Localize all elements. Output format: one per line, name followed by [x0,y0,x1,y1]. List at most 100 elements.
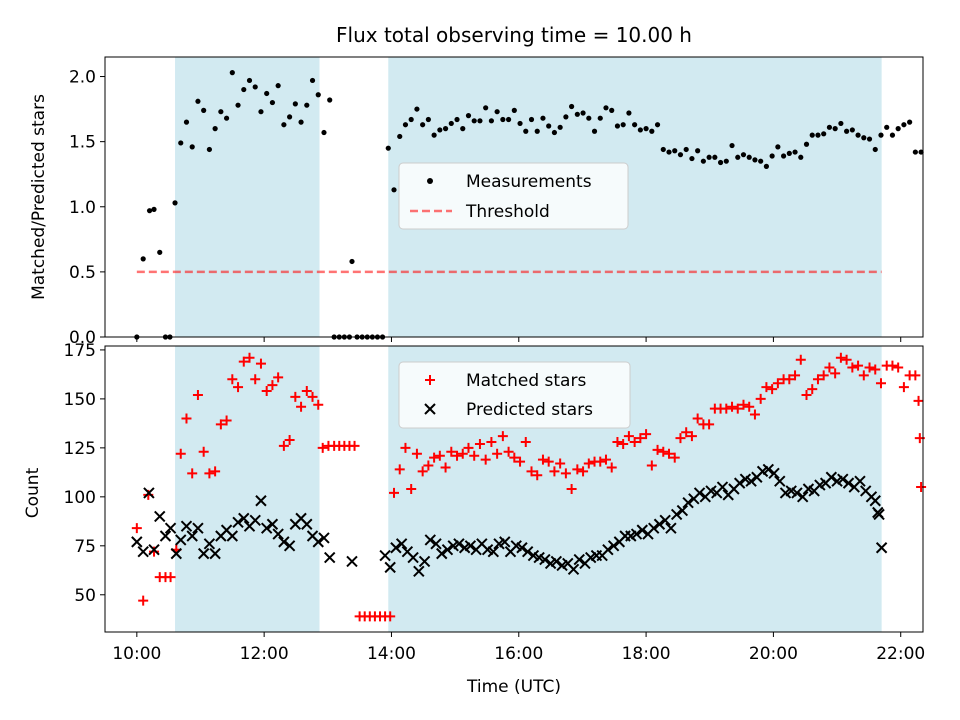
matched-star-point [492,448,503,459]
y-tick-label: 0.0 [69,328,96,348]
x-tick-label: 10:00 [112,644,161,664]
y-tick-label: 0.5 [69,263,96,283]
measurement-point [866,136,873,142]
y-tick-label: 150 [64,390,96,410]
predicted-star-point [180,520,193,532]
matched-star-point [658,446,669,457]
chart-title: Flux total observing time = 10.00 h [336,23,692,47]
predicted-star-point [607,540,620,552]
predicted-star-point [164,522,177,534]
measurement-point [723,158,729,164]
matched-star-point [692,413,703,424]
matched-star-point [830,368,841,379]
measurement-point [246,77,253,84]
predicted-star-point [266,518,279,530]
predicted-star-point [137,545,149,558]
predicted-star-point [441,544,454,556]
matched-star-point [864,362,875,373]
matched-star-point [238,356,249,367]
predicted-star-point [197,547,210,560]
matched-star-point [549,466,560,477]
y-tick-label: 2.0 [69,68,96,88]
measurement-point [626,110,632,116]
matched-star-point [732,403,743,414]
matched-star-point [784,374,795,385]
matched-star-point [215,419,226,430]
predicted-star-point [825,471,838,483]
measurement-point [315,92,321,98]
measurement-point [349,258,355,265]
top-legend: Measurements Threshold [398,162,629,230]
predicted-markers [131,463,888,577]
measurement-point [649,128,655,134]
predicted-star-point [170,547,183,560]
matched-star-point [480,454,491,465]
matched-star-point [452,450,463,461]
matched-star-point [704,419,715,430]
measurement-point [151,206,157,212]
matched-star-point [761,382,772,393]
predicted-star-point [143,487,155,499]
matched-star-point [612,436,623,447]
matched-star-point [629,436,640,447]
matched-star-point [509,452,520,463]
measurement-point [235,102,241,108]
matched-star-point [307,391,318,402]
matched-star-point [250,374,261,385]
measurement-point [304,102,310,108]
measurement-point [275,83,281,89]
x-tick-label: 16:00 [494,644,543,664]
matched-star-point [486,436,497,447]
measurement-point [523,128,529,134]
measurement-point [201,107,207,113]
measurement-point [483,105,489,111]
matched-star-point [721,403,732,414]
matched-star-point [175,448,186,459]
matched-star-point [898,382,909,393]
matched-star-point [537,454,548,465]
measurement-point [189,144,195,150]
predicted-star-point [573,553,585,566]
measurement-point [563,114,569,120]
measurement-point [901,122,907,128]
measurement-point [281,122,287,128]
y-tick-label: 175 [64,341,96,361]
measurement-point [258,109,264,115]
measurement-markers [134,70,924,340]
bottom-x-ticks: 10:00 12:00 14:00 16:00 18:00 20:00 22:00 [112,632,925,664]
matched-star-point [284,435,295,446]
predicted-star-point [550,555,563,568]
matched-star-point [841,354,852,365]
matched-star-point [515,456,526,467]
measurement-point [172,200,178,206]
matched-star-point [858,370,869,381]
measurement-point [666,149,672,155]
predicted-star-point [659,514,671,527]
measurement-point [494,109,500,115]
predicted-star-point [159,530,172,542]
measurement-point [460,126,466,132]
matched-star-point [400,442,411,453]
matched-star-point [772,378,783,389]
matched-star-point [790,370,801,381]
measurement-point [218,109,224,115]
measurement-point [437,127,443,133]
predicted-star-point [131,536,143,548]
measurement-point [391,187,397,193]
measurement-point [907,119,913,125]
matched-star-point [600,454,611,465]
measurement-point [454,116,460,123]
predicted-star-point [796,491,809,503]
measurement-point [309,77,316,84]
predicted-star-point [418,555,431,568]
predicted-star-point [148,544,160,556]
measurement-point [597,115,603,121]
measurement-point [735,154,741,160]
predicted-star-point [249,514,261,527]
matched-star-point [526,466,537,477]
measurement-point [414,106,420,112]
matched-star-point [835,352,846,363]
measurement-point [895,126,901,132]
predicted-star-point [567,563,580,576]
measurement-point [775,144,781,150]
